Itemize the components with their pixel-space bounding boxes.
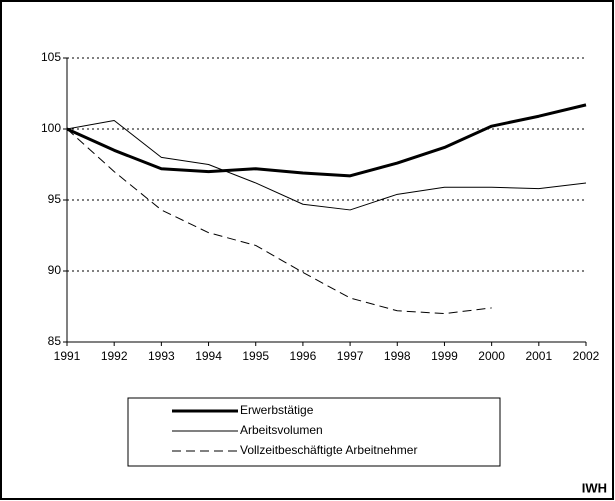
x-tick-label: 1991: [54, 349, 81, 363]
y-tick-label: 100: [41, 121, 61, 135]
x-tick-label: 2000: [478, 349, 505, 363]
x-tick-label: 1999: [431, 349, 458, 363]
x-tick-label: 1998: [384, 349, 411, 363]
x-tick-label: 1996: [290, 349, 317, 363]
x-tick-label: 2002: [573, 349, 600, 363]
source-label: IWH: [582, 480, 607, 495]
x-tick-label: 2001: [525, 349, 552, 363]
series-line: [66, 128, 492, 315]
x-tick-label: 1994: [195, 349, 222, 363]
y-tick-label: 90: [48, 263, 62, 277]
x-tick-label: 1997: [337, 349, 364, 363]
legend-label: Vollzeitbeschäftigte Arbeitnehmer: [240, 443, 417, 457]
legend-label: Erwerbstätige: [240, 403, 314, 417]
x-tick-label: 1995: [242, 349, 269, 363]
y-tick-label: 85: [48, 334, 62, 348]
series-line: [66, 103, 587, 178]
x-tick-label: 1993: [148, 349, 175, 363]
x-tick-label: 1992: [101, 349, 128, 363]
series-line: [66, 119, 587, 211]
legend-label: Arbeitsvolumen: [240, 423, 323, 437]
legend-box: [127, 397, 501, 467]
y-tick-label: 105: [41, 50, 61, 64]
y-tick-label: 95: [48, 192, 62, 206]
